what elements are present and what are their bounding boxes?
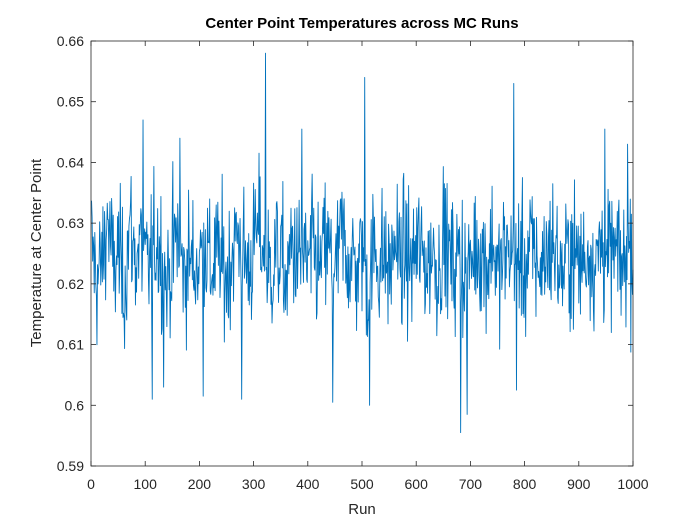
x-tick-label: 400 [296, 476, 320, 492]
y-axis: 0.59 0.6 0.61 0.62 0.63 0.64 0.65 0.66 [57, 33, 633, 474]
x-axis-label: Run [348, 501, 376, 518]
chart-title: Center Point Temperatures across MC Runs [205, 15, 518, 32]
x-tick-label: 800 [513, 476, 537, 492]
x-tick-label: 0 [87, 476, 95, 492]
y-tick-label: 0.62 [57, 276, 84, 292]
y-tick-label: 0.64 [57, 154, 84, 170]
x-tick-label: 500 [350, 476, 374, 492]
x-tick-label: 200 [188, 476, 212, 492]
y-tick-label: 0.66 [57, 33, 84, 49]
x-tick-label: 600 [405, 476, 429, 492]
series-line [91, 52, 634, 434]
y-tick-label: 0.65 [57, 94, 84, 110]
y-tick-label: 0.61 [57, 337, 84, 353]
y-tick-label: 0.59 [57, 458, 84, 474]
x-tick-label: 700 [459, 476, 483, 492]
y-tick-label: 0.6 [65, 397, 85, 413]
x-tick-label: 900 [567, 476, 591, 492]
x-axis: 0 100 200 300 400 500 600 700 800 900 1000 [87, 41, 649, 492]
y-tick-label: 0.63 [57, 215, 84, 231]
plot-area [90, 40, 634, 467]
x-tick-label: 1000 [617, 476, 648, 492]
x-tick-label: 100 [134, 476, 158, 492]
y-axis-label: Temperature at Center Point [28, 158, 45, 347]
x-tick-label: 300 [242, 476, 266, 492]
series-layer [91, 52, 634, 434]
